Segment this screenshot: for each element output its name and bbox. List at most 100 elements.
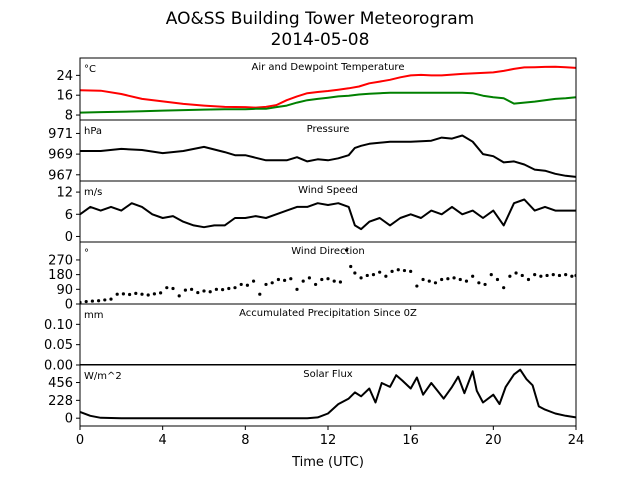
y-tick-label: 8 (65, 109, 73, 124)
data-point (402, 268, 407, 273)
data-point (384, 274, 388, 278)
data-point (165, 286, 169, 290)
y-tick-label: 180 (48, 268, 73, 283)
data-point (433, 281, 438, 285)
series-line-1 (80, 198, 576, 231)
data-point (307, 276, 311, 280)
data-point (359, 276, 363, 280)
panel-title: Wind Direction (291, 246, 365, 257)
data-point (90, 299, 94, 303)
data-point (109, 297, 113, 301)
panel-title: Pressure (307, 124, 350, 135)
y-tick-label: 0.00 (44, 359, 73, 374)
y-tick-label: 971 (48, 127, 73, 142)
data-point (97, 299, 101, 303)
data-point (477, 281, 481, 285)
panel-title: Air and Dewpoint Temperature (252, 62, 405, 73)
data-point (152, 292, 156, 296)
data-point (446, 277, 450, 281)
data-point (121, 292, 125, 296)
y-tick-label: 0 (65, 230, 73, 245)
panel-unit-label: mm (84, 310, 103, 321)
data-point (483, 282, 487, 287)
data-point (295, 287, 299, 291)
data-point (365, 273, 369, 278)
data-point (208, 290, 212, 294)
data-point (415, 284, 419, 288)
data-point (409, 269, 413, 273)
data-point (452, 276, 456, 280)
panel-5: 0.00 0.05 0.10 mm Accumulated Precipitation … (44, 303, 577, 374)
panel-title: Wind Speed (298, 185, 358, 196)
data-point (314, 282, 318, 287)
data-point (183, 288, 187, 292)
data-point (227, 286, 231, 291)
data-point (326, 277, 330, 281)
figure-title-line1: AO&SS Building Tower Meteorogram (166, 9, 474, 29)
panel-title: Solar Flux (303, 369, 353, 380)
panel-plot-area (80, 248, 576, 304)
data-point (371, 273, 376, 277)
x-tick-label: 16 (402, 433, 419, 448)
data-point (276, 277, 280, 282)
data-point (245, 283, 249, 287)
panel-unit-label: hPa (84, 126, 102, 137)
panel-unit-label: W/m^2 (84, 371, 122, 382)
data-point (533, 273, 537, 277)
data-point (270, 281, 274, 285)
data-point (539, 274, 543, 278)
data-point (264, 282, 268, 287)
data-point (258, 292, 262, 296)
data-point (557, 273, 562, 278)
data-point (128, 292, 132, 297)
x-tick-label: 20 (485, 433, 502, 448)
y-tick-label: 456 (48, 376, 73, 391)
y-tick-label: 0 (65, 412, 73, 427)
data-point (514, 271, 518, 275)
data-point (103, 298, 107, 302)
data-point (190, 287, 194, 291)
data-point (134, 291, 138, 295)
data-point (353, 271, 357, 275)
panel-3: 0 6 12 m/s Wind Speed (56, 180, 577, 245)
data-point (564, 273, 568, 277)
panel-unit-label: °C (84, 64, 96, 75)
data-point (440, 277, 444, 282)
data-point (239, 282, 243, 287)
data-point (338, 280, 342, 284)
x-tick-label: 4 (159, 433, 167, 448)
panel-plot-area (80, 198, 576, 231)
data-point (146, 293, 150, 297)
data-point (495, 277, 500, 282)
data-point (390, 269, 394, 273)
data-point (233, 286, 237, 290)
x-tick-label: 0 (76, 433, 84, 448)
y-tick-label: 0.10 (44, 318, 73, 333)
data-point (396, 268, 400, 272)
y-tick-label: 90 (56, 283, 73, 298)
y-tick-label: 228 (48, 394, 73, 409)
y-tick-label: 24 (56, 69, 73, 84)
panel-plot-area (80, 134, 576, 178)
data-point (427, 279, 431, 283)
panel-plot-area (80, 65, 576, 114)
data-point (458, 277, 462, 282)
y-tick-label: 967 (48, 168, 73, 183)
y-tick-label: 270 (48, 253, 73, 268)
panel-unit-label: ° (84, 248, 89, 259)
x-tick-label: 8 (241, 433, 249, 448)
data-point (545, 273, 549, 278)
y-tick-label: 0.05 (44, 338, 73, 353)
data-point (252, 279, 256, 283)
data-point (301, 279, 305, 283)
data-point (378, 270, 382, 274)
data-point (289, 277, 293, 281)
panel-6: 0 228 456 W/m^2 Solar Flux (48, 364, 577, 427)
data-point (283, 278, 287, 282)
data-point (115, 292, 119, 296)
data-point (202, 289, 206, 293)
data-point (320, 277, 324, 282)
